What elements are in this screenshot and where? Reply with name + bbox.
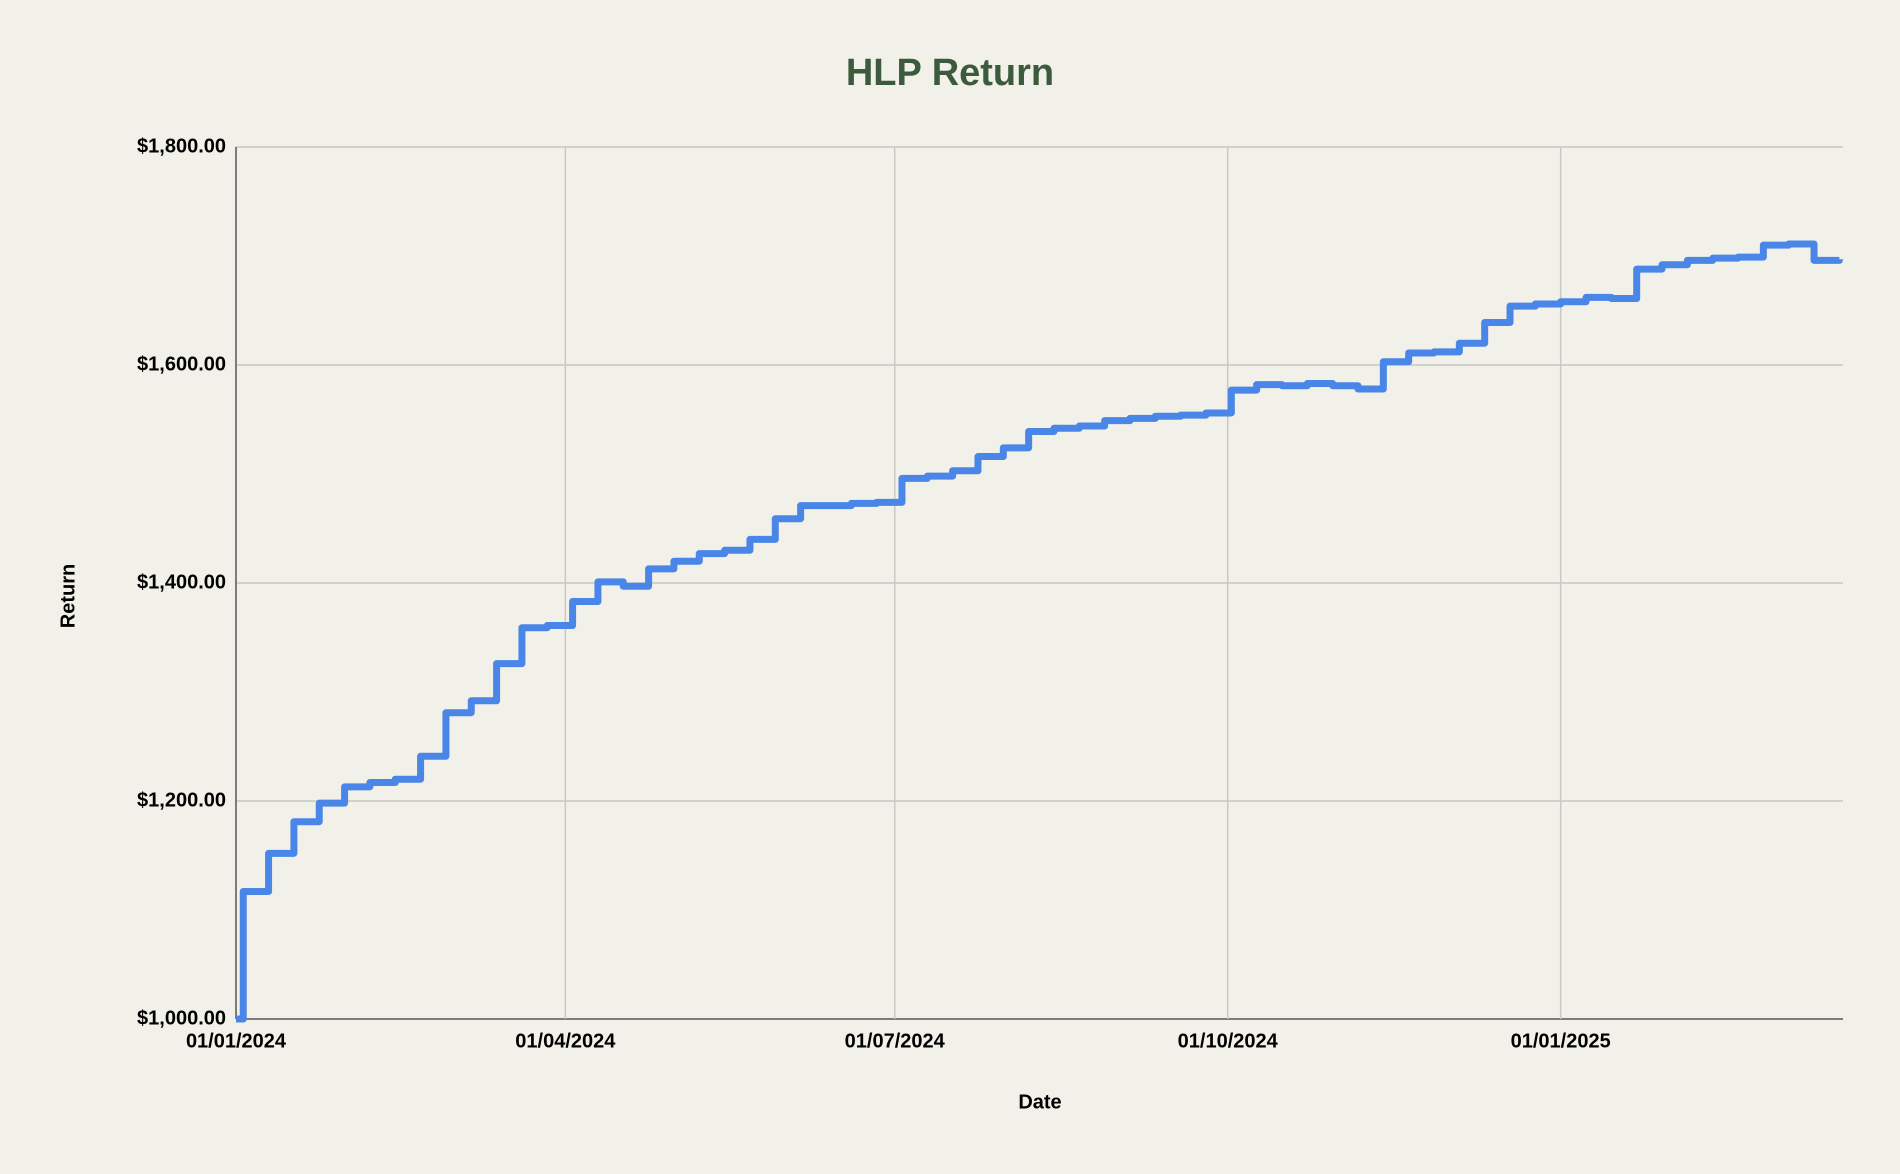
x-tick-label: 01/10/2024 <box>1178 1030 1279 1052</box>
x-tick-label: 01/01/2025 <box>1511 1030 1611 1052</box>
chart-title: HLP Return <box>846 52 1054 94</box>
x-axis-label: Date <box>1018 1091 1061 1113</box>
y-tick-label: $1,800.00 <box>137 135 226 157</box>
x-tick-label: 01/07/2024 <box>845 1030 946 1052</box>
y-tick-label: $1,200.00 <box>137 789 226 811</box>
line-series <box>236 240 1843 1023</box>
x-tick-label: 01/04/2024 <box>515 1030 616 1052</box>
x-tick-label: 01/01/2024 <box>186 1030 287 1052</box>
y-tick-label: $1,600.00 <box>137 353 226 375</box>
y-axis-label: Return <box>57 564 79 628</box>
y-tick-label: $1,000.00 <box>137 1007 226 1029</box>
y-tick-label: $1,400.00 <box>137 571 226 593</box>
